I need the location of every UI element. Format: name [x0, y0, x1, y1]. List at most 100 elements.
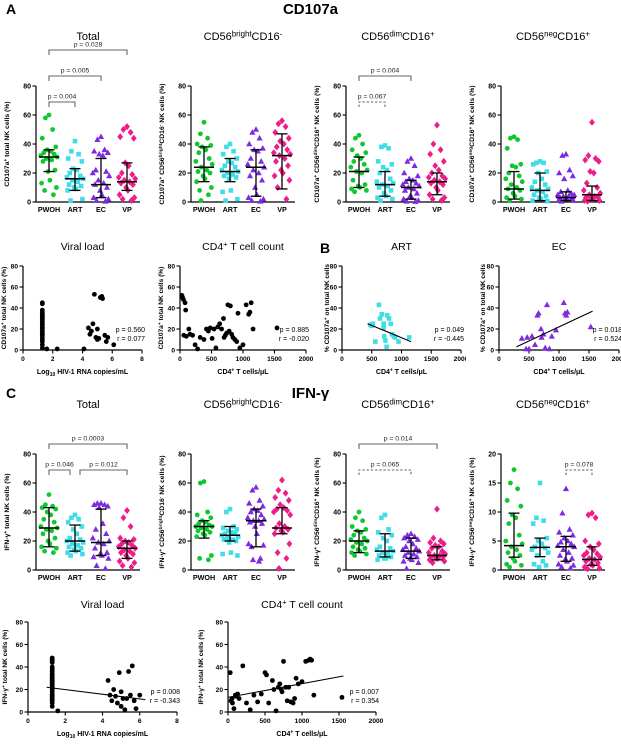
svg-text:6: 6 — [110, 356, 114, 363]
svg-text:CD107a+ total NK cells (%): CD107a+ total NK cells (%) — [1, 267, 8, 350]
svg-text:0: 0 — [337, 567, 341, 574]
svg-text:EC: EC — [251, 573, 261, 582]
svg-text:0: 0 — [182, 199, 186, 206]
svg-text:80: 80 — [216, 619, 224, 626]
svg-text:20: 20 — [333, 538, 341, 545]
svg-text:60: 60 — [23, 112, 31, 119]
dot-plot-ifng-neg: CD56negCD16+ IFN-γ+ CD56negCD16+ NK cells… — [465, 394, 620, 596]
svg-text:20: 20 — [333, 170, 341, 177]
scatter-cd107a-viral-load: Viral load CD107a+ total NK cells (%) 0 20 4… — [0, 238, 156, 384]
svg-text:1500: 1500 — [332, 718, 347, 725]
svg-text:Total: Total — [76, 399, 99, 411]
svg-text:1000: 1000 — [236, 356, 251, 363]
svg-text:0: 0 — [26, 718, 30, 725]
svg-text:CD4+ T cells/μL: CD4+ T cells/μL — [276, 730, 328, 738]
svg-text:20: 20 — [488, 451, 496, 458]
svg-text:ART: ART — [223, 205, 238, 214]
svg-text:80: 80 — [23, 451, 31, 458]
svg-text:CD107a+ CD56dimCD16+ NK cells: CD107a+ CD56dimCD16+ NK cells (%) — [313, 85, 321, 202]
svg-text:80: 80 — [488, 83, 496, 90]
svg-text:40: 40 — [11, 305, 19, 312]
svg-text:VP: VP — [122, 573, 132, 582]
panel-c-label: C — [6, 385, 17, 401]
svg-text:15: 15 — [488, 480, 496, 487]
svg-text:80: 80 — [333, 451, 341, 458]
dot-plot-cd107a-dim: CD56dimCD16+ CD107a+ CD56dimCD16+ NK cell… — [310, 26, 465, 228]
svg-text:20: 20 — [16, 687, 24, 694]
svg-text:20: 20 — [11, 326, 19, 333]
dot-plot-cd107a-neg: CD56negCD16+ CD107a+ CD56negCD16+ NK cell… — [465, 26, 620, 228]
svg-text:PWOH: PWOH — [193, 573, 215, 582]
svg-text:0: 0 — [333, 347, 337, 354]
svg-text:VP: VP — [277, 573, 287, 582]
svg-text:p = 0.885: p = 0.885 — [280, 327, 309, 334]
svg-text:p = 0.065: p = 0.065 — [371, 462, 400, 469]
section-c-title: IFN-γ — [291, 385, 330, 402]
svg-text:EC: EC — [251, 205, 261, 214]
svg-text:Log10 HIV-1 RNA copies/mL: Log10 HIV-1 RNA copies/mL — [57, 731, 149, 740]
svg-text:% CD107a+ on total NK cells: % CD107a+ on total NK cells — [480, 264, 487, 353]
svg-text:20: 20 — [330, 326, 338, 333]
svg-text:1000: 1000 — [552, 356, 567, 363]
svg-text:p = 0.004: p = 0.004 — [371, 68, 400, 75]
svg-text:60: 60 — [487, 284, 495, 291]
svg-text:IFN-γ+ CD56brightCD16- NK cell: IFN-γ+ CD56brightCD16- NK cells (%) — [158, 455, 166, 568]
svg-text:60: 60 — [330, 284, 338, 291]
svg-text:80: 80 — [178, 83, 186, 90]
svg-text:EC: EC — [561, 573, 571, 582]
svg-text:p = 0.560: p = 0.560 — [116, 327, 145, 334]
svg-text:60: 60 — [216, 642, 224, 649]
svg-text:IFN-γ+ CD56negCD16+ NK cells (: IFN-γ+ CD56negCD16+ NK cells (%) — [469, 457, 476, 566]
svg-text:p = 0.005: p = 0.005 — [61, 68, 90, 75]
svg-text:CD107a+ CD56negCD16+ NK cells: CD107a+ CD56negCD16+ NK cells (%) — [469, 85, 476, 202]
svg-text:% CD107a+ on total NK cells: % CD107a+ on total NK cells — [324, 264, 331, 353]
svg-text:Viral load: Viral load — [81, 599, 125, 611]
svg-text:p = 0.046: p = 0.046 — [45, 462, 74, 469]
section-a-title: CD107a — [282, 1, 339, 18]
svg-text:EC: EC — [406, 573, 416, 582]
svg-text:p = 0.018: p = 0.018 — [593, 327, 621, 334]
svg-text:4: 4 — [101, 718, 105, 725]
svg-text:2000: 2000 — [612, 356, 621, 363]
svg-text:0: 0 — [490, 347, 494, 354]
svg-text:60: 60 — [16, 642, 24, 649]
svg-text:10: 10 — [488, 509, 496, 516]
svg-text:ART: ART — [68, 205, 83, 214]
svg-text:VP: VP — [277, 205, 287, 214]
svg-text:80: 80 — [330, 263, 338, 270]
svg-text:ART: ART — [223, 573, 238, 582]
svg-text:PWOH: PWOH — [38, 205, 60, 214]
svg-text:p = 0.049: p = 0.049 — [435, 327, 464, 334]
svg-text:40: 40 — [330, 305, 338, 312]
svg-text:CD107a+ CD56brightCD16- NK cel: CD107a+ CD56brightCD16- NK cells (%) — [158, 83, 166, 204]
svg-text:r = -0.020: r = -0.020 — [279, 336, 309, 343]
svg-text:0: 0 — [19, 709, 23, 716]
scatter-ifng-viral-load: Viral load IFN-γ+ total NK cells (%) 0 20 40… — [0, 596, 190, 746]
svg-text:40: 40 — [178, 509, 186, 516]
svg-text:60: 60 — [168, 284, 176, 291]
svg-text:80: 80 — [11, 263, 19, 270]
svg-text:20: 20 — [216, 687, 224, 694]
svg-text:8: 8 — [175, 718, 179, 725]
svg-text:EC: EC — [561, 205, 571, 214]
svg-text:60: 60 — [178, 112, 186, 119]
svg-text:20: 20 — [178, 538, 186, 545]
svg-text:20: 20 — [23, 170, 31, 177]
svg-text:0: 0 — [492, 199, 496, 206]
svg-text:VP: VP — [432, 573, 442, 582]
svg-text:40: 40 — [487, 305, 495, 312]
svg-text:Log10 HIV-1 RNA copies/mL: Log10 HIV-1 RNA copies/mL — [37, 369, 129, 378]
svg-text:2000: 2000 — [299, 356, 314, 363]
svg-text:60: 60 — [11, 284, 19, 291]
svg-text:PWOH: PWOH — [193, 205, 215, 214]
svg-text:1000: 1000 — [394, 356, 409, 363]
svg-text:500: 500 — [206, 356, 217, 363]
svg-text:1500: 1500 — [582, 356, 597, 363]
svg-text:40: 40 — [168, 305, 176, 312]
scatter-b-ec: EC% CD107a+ on total NK cells 0 20 40 60 80 0 5… — [480, 238, 621, 384]
dot-plot-ifng-bright: CD56brightCD16- IFN-γ+ CD56brightCD16- NK… — [155, 394, 310, 596]
svg-text:PWOH: PWOH — [348, 205, 370, 214]
svg-text:5: 5 — [492, 538, 496, 545]
svg-text:CD56dimCD16+: CD56dimCD16+ — [361, 397, 435, 411]
svg-text:6: 6 — [138, 718, 142, 725]
